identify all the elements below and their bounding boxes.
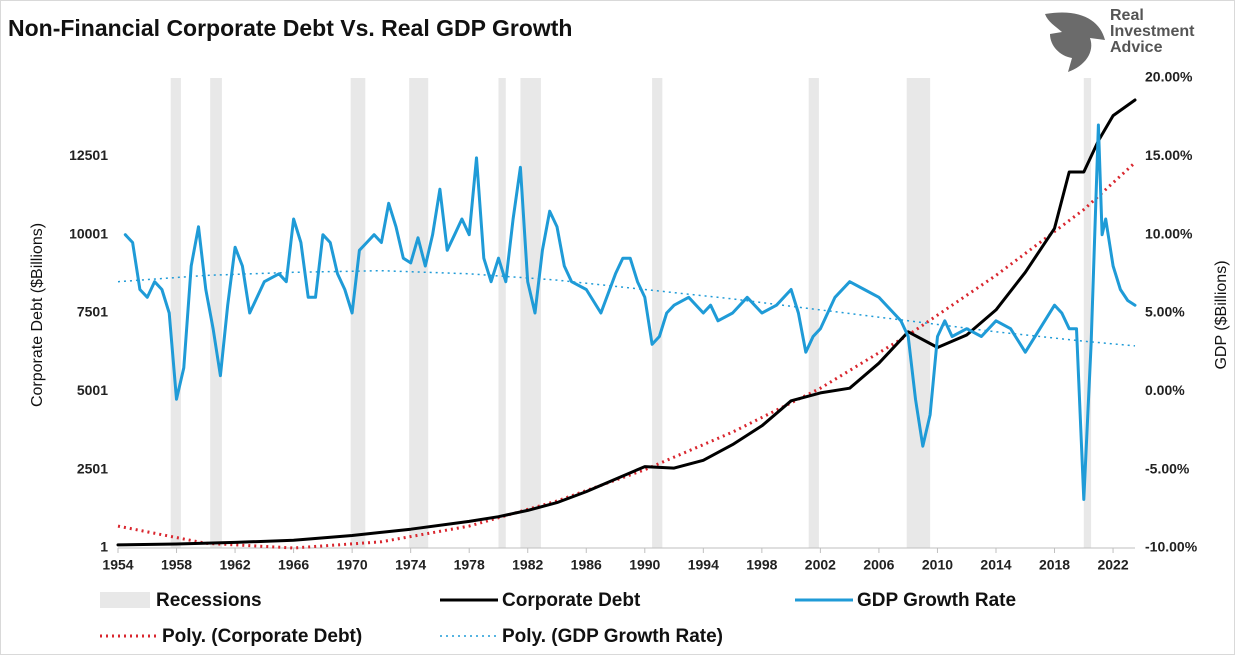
- recession-band: [906, 78, 931, 548]
- x-tick-label: 1982: [512, 557, 543, 573]
- y-tick-label: 10001: [69, 225, 108, 241]
- y2-tick-label: -10.00%: [1145, 539, 1198, 555]
- y-tick-label: 2501: [77, 460, 108, 476]
- x-tick-label: 1978: [454, 557, 485, 573]
- legend-label: GDP Growth Rate: [857, 590, 1016, 611]
- x-tick-label: 1974: [395, 557, 426, 573]
- legend-label: Poly. (Corporate Debt): [162, 626, 362, 647]
- x-tick-label: 2018: [1039, 557, 1070, 573]
- recession-band: [652, 78, 663, 548]
- x-tick-label: 2002: [805, 557, 836, 573]
- logo-text: Advice: [1110, 39, 1163, 56]
- logo-text: Investment: [1110, 23, 1195, 40]
- recession-band: [498, 78, 506, 548]
- x-tick-label: 2006: [863, 557, 894, 573]
- x-tick-label: 2014: [980, 557, 1011, 573]
- recession-band: [808, 78, 819, 548]
- legend-label: Corporate Debt: [502, 590, 641, 611]
- recession-band: [520, 78, 541, 548]
- x-tick-label: 1986: [571, 557, 602, 573]
- y-tick-label: 7501: [77, 304, 108, 320]
- legend-label: Recessions: [156, 590, 262, 611]
- x-tick-label: 1962: [219, 557, 250, 573]
- recession-band: [350, 78, 366, 548]
- y-tick-label: 5001: [77, 382, 108, 398]
- x-tick-label: 1970: [337, 557, 368, 573]
- x-tick-label: 2010: [922, 557, 953, 573]
- recession-band: [1083, 78, 1092, 548]
- series-line: [123, 123, 1137, 501]
- x-tick-label: 1990: [629, 557, 660, 573]
- y2-tick-label: 20.00%: [1145, 69, 1193, 85]
- legend-swatch: [100, 592, 150, 608]
- series-line: [116, 98, 1137, 547]
- y-tick-label: 1: [100, 539, 108, 555]
- y-axis-title: Corporate Debt ($Billions): [29, 223, 46, 407]
- y2-tick-label: 10.00%: [1145, 225, 1193, 241]
- x-tick-label: 1954: [102, 557, 133, 573]
- x-tick-label: 1958: [161, 557, 192, 573]
- y2-tick-label: 15.00%: [1145, 147, 1193, 163]
- y-tick-label: 12501: [69, 147, 108, 163]
- y2-tick-label: -5.00%: [1145, 460, 1190, 476]
- x-tick-label: 1966: [278, 557, 309, 573]
- logo-text: Real: [1110, 7, 1144, 24]
- recession-band: [170, 78, 181, 548]
- chart-title: Non-Financial Corporate Debt Vs. Real GD…: [8, 15, 572, 41]
- legend-label: Poly. (GDP Growth Rate): [502, 626, 723, 647]
- logo-mark: [1045, 12, 1105, 73]
- logo: Real Investment Advice: [1045, 7, 1195, 73]
- x-tick-label: 1994: [688, 557, 719, 573]
- x-tick-label: 2022: [1097, 557, 1128, 573]
- y2-axis-title: GDP ($Billions): [1213, 260, 1230, 369]
- series-line: [117, 269, 1136, 347]
- x-tick-label: 1998: [746, 557, 777, 573]
- recession-band: [210, 78, 222, 548]
- y2-tick-label: 0.00%: [1145, 382, 1185, 398]
- recession-band: [409, 78, 429, 548]
- y2-tick-label: 5.00%: [1145, 304, 1185, 320]
